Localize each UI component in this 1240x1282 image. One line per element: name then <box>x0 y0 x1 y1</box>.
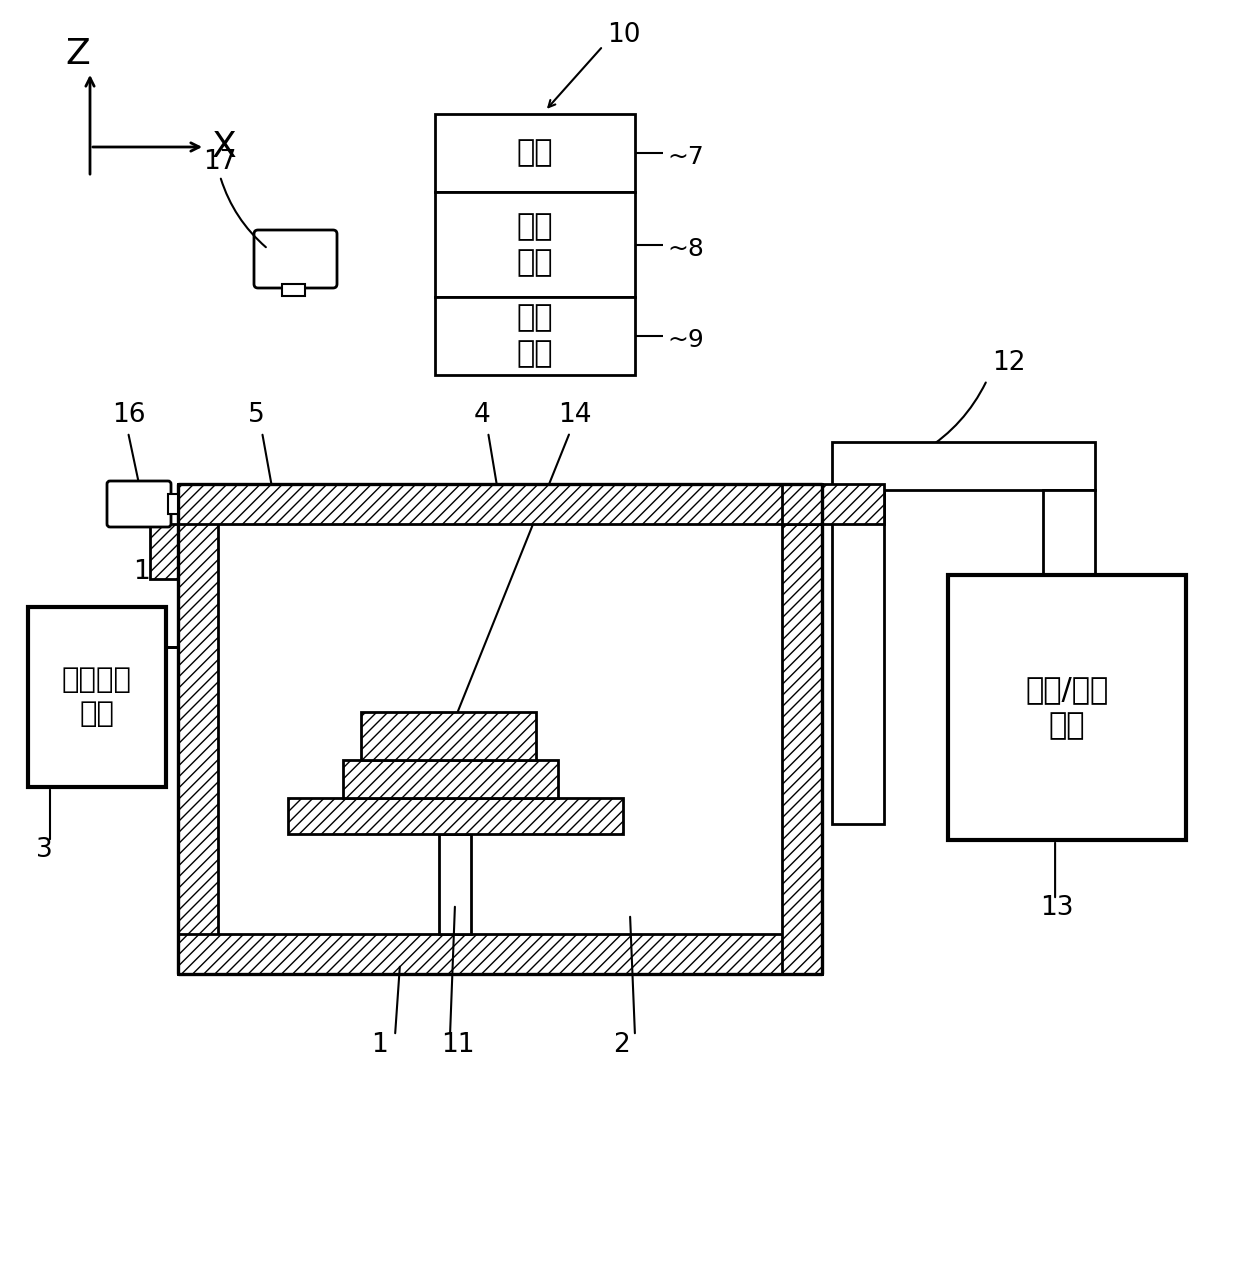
Text: 1: 1 <box>372 1032 388 1058</box>
Bar <box>782 485 884 524</box>
Bar <box>1043 490 1095 782</box>
Text: 14: 14 <box>558 403 591 428</box>
Text: Z: Z <box>64 37 89 71</box>
Text: 5: 5 <box>248 403 265 428</box>
Text: 11: 11 <box>441 1032 475 1058</box>
Text: 光源: 光源 <box>517 138 553 168</box>
Bar <box>179 485 218 974</box>
Text: 10: 10 <box>608 22 641 47</box>
Text: 提升/降低
单元: 提升/降低 单元 <box>1025 676 1109 740</box>
Text: 16: 16 <box>112 403 145 428</box>
Bar <box>29 606 166 787</box>
Text: 17: 17 <box>203 149 237 176</box>
Text: 13: 13 <box>1040 895 1074 920</box>
Text: 2: 2 <box>614 1032 630 1058</box>
Bar <box>832 442 1095 490</box>
Text: 树脂供给
单元: 树脂供给 单元 <box>62 665 131 728</box>
Bar <box>281 285 305 296</box>
Bar <box>167 494 179 514</box>
Bar <box>361 712 536 760</box>
Bar <box>439 835 471 935</box>
FancyBboxPatch shape <box>107 481 171 527</box>
Bar <box>949 576 1185 840</box>
Bar <box>1025 782 1095 824</box>
Bar <box>179 485 822 524</box>
Text: 12: 12 <box>992 350 1025 376</box>
Text: ~8: ~8 <box>667 236 704 260</box>
Text: ~9: ~9 <box>667 328 704 353</box>
Text: 15: 15 <box>133 559 166 585</box>
Bar <box>884 490 1043 824</box>
Text: ~7: ~7 <box>667 145 704 169</box>
Text: X: X <box>212 129 237 164</box>
Bar <box>343 760 558 797</box>
Bar <box>150 524 179 579</box>
Text: 3: 3 <box>36 837 53 863</box>
Bar <box>179 935 822 974</box>
FancyBboxPatch shape <box>254 229 337 288</box>
Text: 4: 4 <box>474 403 491 428</box>
Bar <box>435 114 635 192</box>
Bar <box>435 297 635 376</box>
Bar <box>832 490 884 824</box>
Bar <box>288 797 622 835</box>
Text: 透镜
单元: 透镜 单元 <box>517 304 553 368</box>
Bar <box>435 192 635 297</box>
Bar <box>218 524 782 935</box>
Bar <box>782 485 822 974</box>
Text: 镜子
单元: 镜子 单元 <box>517 212 553 277</box>
